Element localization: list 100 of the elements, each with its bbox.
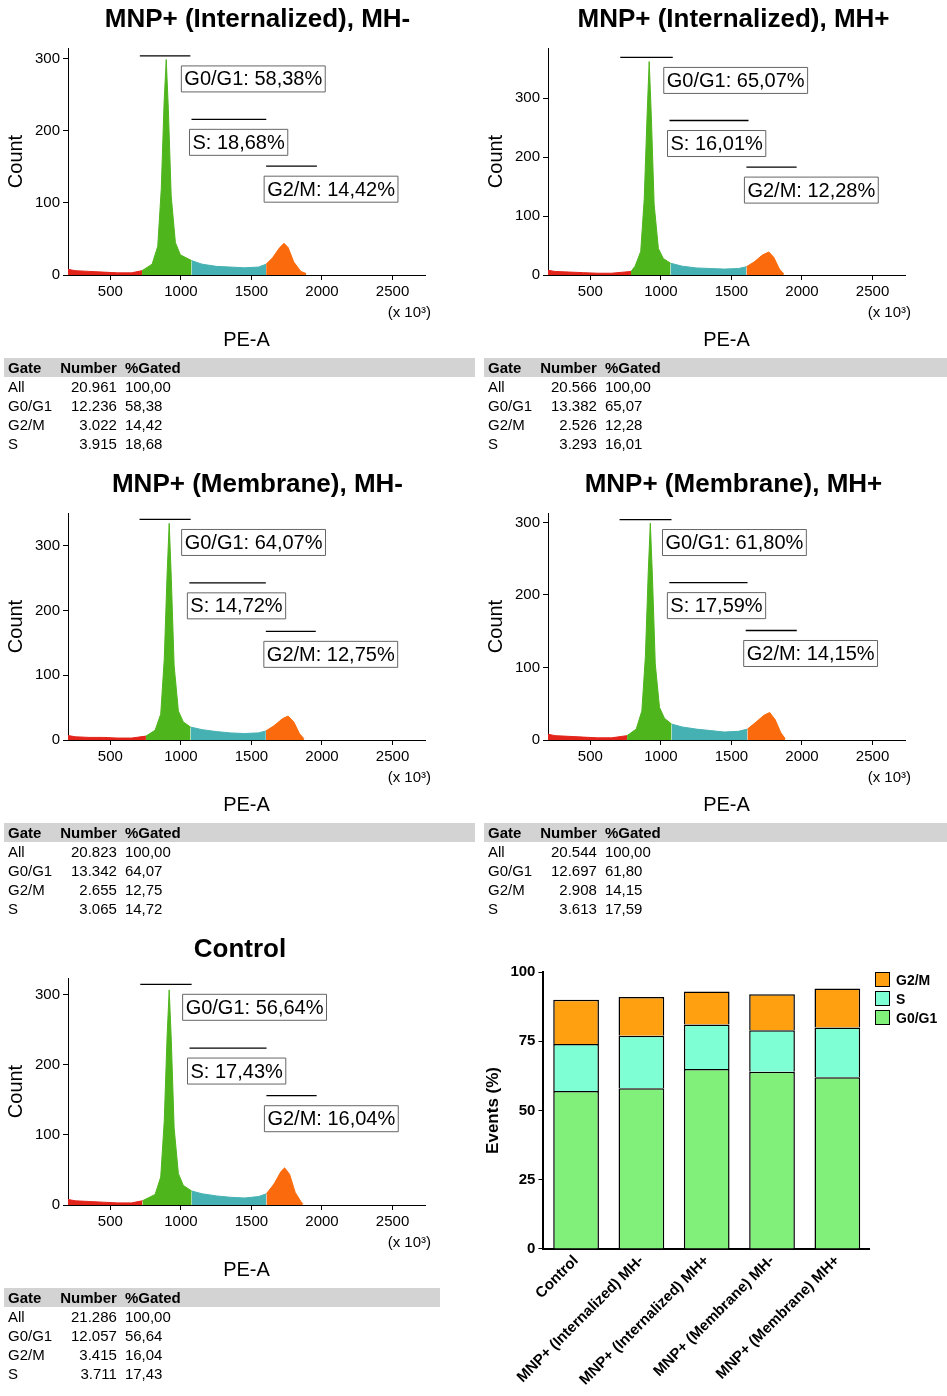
y-tick-label: 200 (35, 600, 61, 618)
x-tick-label: 500 (577, 282, 603, 300)
x-tick-label: 500 (97, 747, 123, 765)
text: All (7, 377, 26, 396)
x-tick-label: 1000 (644, 747, 678, 765)
text: 3.613 (558, 899, 598, 918)
text: 3.415 (78, 1345, 118, 1364)
text: 20.961 (70, 377, 118, 396)
y-axis-title: Count (3, 1064, 26, 1119)
chart-title: Control (192, 932, 288, 965)
x-tick-label: 1500 (714, 282, 749, 300)
x-tick-label: 2000 (785, 747, 819, 765)
annotation: G0/G1: 56,64% (185, 995, 324, 1018)
text: %Gated (600, 358, 947, 377)
text: (x 10³) (867, 302, 911, 320)
text: Number (56, 823, 121, 842)
text: %Gated (600, 823, 947, 842)
y-tick-label: 25 (518, 1169, 536, 1187)
text: Number (536, 823, 601, 842)
text: Number (56, 358, 121, 377)
y-axis-title: Events (%) (482, 1067, 502, 1154)
text: S (7, 434, 19, 453)
x-tick-label: 2500 (375, 282, 410, 300)
text: Gate (4, 823, 57, 842)
y-tick-label: 100 (515, 657, 541, 675)
text: 13.382 (550, 396, 598, 415)
annotation: G0/G1: 65,07% (666, 68, 805, 91)
text: G0/G1 (487, 861, 534, 880)
text: (x 10³) (387, 1232, 431, 1250)
text: (x 10³) (387, 302, 431, 320)
x-tick-label: 2500 (375, 1212, 410, 1230)
annotation: G2/M: 14,42% (267, 177, 396, 200)
text: %Gated (120, 823, 475, 842)
x-tick-label: 1000 (164, 1212, 198, 1230)
x-tick-label: 2000 (305, 1212, 339, 1230)
y-tick-label: 200 (515, 147, 541, 165)
text: 14,42 (123, 415, 164, 434)
annotation: G2/M: 16,04% (267, 1107, 396, 1130)
text: 17,43 (123, 1364, 164, 1383)
annotation: G0/G1: 61,80% (665, 531, 804, 554)
text: G2/M (487, 415, 526, 434)
annotation: S: 17,59% (670, 594, 763, 617)
text: G0/G1 (487, 396, 534, 415)
text: All (487, 377, 506, 396)
text: 21.286 (70, 1307, 118, 1326)
x-tick-label: 2500 (855, 747, 890, 765)
text: G0/G1 (896, 1009, 938, 1026)
text: 3.065 (78, 899, 118, 918)
y-tick-label: 75 (518, 1031, 536, 1049)
text: 3.022 (78, 415, 118, 434)
y-tick-label: 200 (35, 1055, 61, 1073)
text: All (7, 842, 26, 861)
text: 100,00 (123, 1307, 172, 1326)
text: (x 10³) (867, 767, 911, 785)
y-tick-label: 0 (51, 265, 61, 283)
text: 100,00 (123, 377, 172, 396)
text: 12,75 (123, 880, 164, 899)
y-axis-title: Count (3, 134, 26, 189)
x-axis-title: PE-A (703, 327, 751, 350)
text: %Gated (120, 358, 475, 377)
chart-title: MNP+ (Internalized), MH+ (576, 2, 891, 35)
text: 56,64 (123, 1326, 164, 1345)
text: 12.697 (550, 861, 598, 880)
x-tick-label: 2500 (855, 282, 890, 300)
text: Gate (484, 823, 537, 842)
text: S (487, 899, 499, 918)
annotation: G0/G1: 58,38% (184, 67, 323, 90)
text: 100,00 (603, 842, 652, 861)
x-tick-label: 1500 (234, 1212, 269, 1230)
x-tick-label: 500 (97, 282, 123, 300)
x-axis-title: PE-A (223, 1257, 271, 1280)
text: 3.711 (79, 1364, 118, 1383)
x-tick-label: 1000 (164, 747, 198, 765)
chart-title: MNP+ (Membrane), MH+ (583, 467, 884, 500)
x-tick-label: 1500 (234, 747, 269, 765)
x-tick-label: 2000 (785, 282, 819, 300)
text: 3.915 (78, 434, 118, 453)
text: S (7, 899, 19, 918)
x-tick-label: 1000 (164, 282, 198, 300)
y-tick-label: 50 (518, 1100, 536, 1118)
text: All (7, 1307, 26, 1326)
text: 12.057 (70, 1326, 118, 1345)
text: G2/M (7, 880, 46, 899)
x-tick-label: 2000 (305, 282, 339, 300)
text: 20.544 (550, 842, 598, 861)
text: Gate (484, 358, 537, 377)
x-axis-title: PE-A (223, 792, 271, 815)
text: 12.236 (70, 396, 118, 415)
annotation: S: 17,43% (190, 1059, 284, 1082)
y-tick-label: 300 (515, 512, 541, 530)
text: G2/M (487, 880, 526, 899)
x-tick-label: 500 (97, 1212, 123, 1230)
text: G2/M (7, 415, 46, 434)
text: G0/G1 (7, 396, 54, 415)
text: 2.655 (78, 880, 118, 899)
annotation: G2/M: 12,75% (266, 642, 395, 665)
x-axis-title: PE-A (703, 792, 751, 815)
x-tick-label: 1000 (644, 282, 678, 300)
annotation: G2/M: 12,28% (747, 178, 876, 201)
y-tick-label: 100 (35, 665, 61, 683)
